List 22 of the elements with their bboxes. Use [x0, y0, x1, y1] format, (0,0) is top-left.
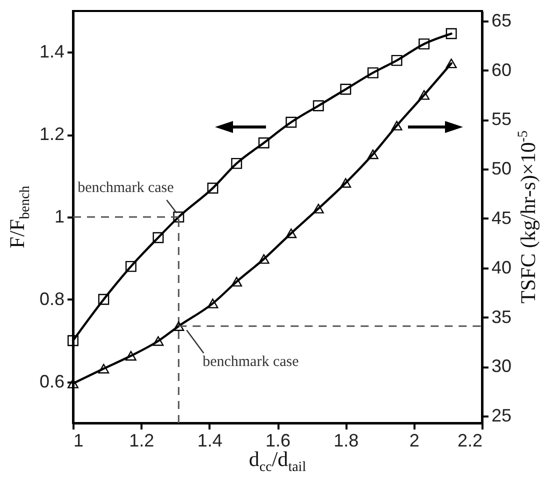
x-tick-label: 1.4 [197, 430, 222, 450]
x-tick-label: 2.2 [457, 430, 482, 450]
annotation: benchmark case [78, 180, 174, 196]
y2-tick-label: 50 [492, 158, 512, 179]
y-tick-label: 1.4 [39, 42, 64, 62]
x-tick-label: 1 [74, 430, 84, 450]
y2-tick-label: 25 [492, 406, 512, 426]
x-tick-label: 1.8 [334, 430, 359, 450]
x-tick-label: 2 [409, 430, 420, 450]
y2-tick-label: 45 [492, 208, 512, 228]
y2-tick-label: 55 [492, 109, 512, 130]
y2-tick-label: 65 [492, 10, 512, 30]
y-tick-label: 0.8 [39, 288, 64, 309]
y-tick-label: 1.2 [39, 124, 64, 144]
y2-tick-label: 60 [492, 60, 512, 80]
y2-tick-label: 40 [492, 257, 512, 278]
y2-tick-label: 35 [492, 306, 512, 327]
y2-tick-label: 30 [492, 356, 512, 376]
x-tick-label: 1.2 [129, 430, 154, 450]
annotation: benchmark case [202, 354, 300, 370]
y-tick-label: 1 [54, 206, 64, 226]
y-tick-label: 0.6 [39, 371, 64, 392]
